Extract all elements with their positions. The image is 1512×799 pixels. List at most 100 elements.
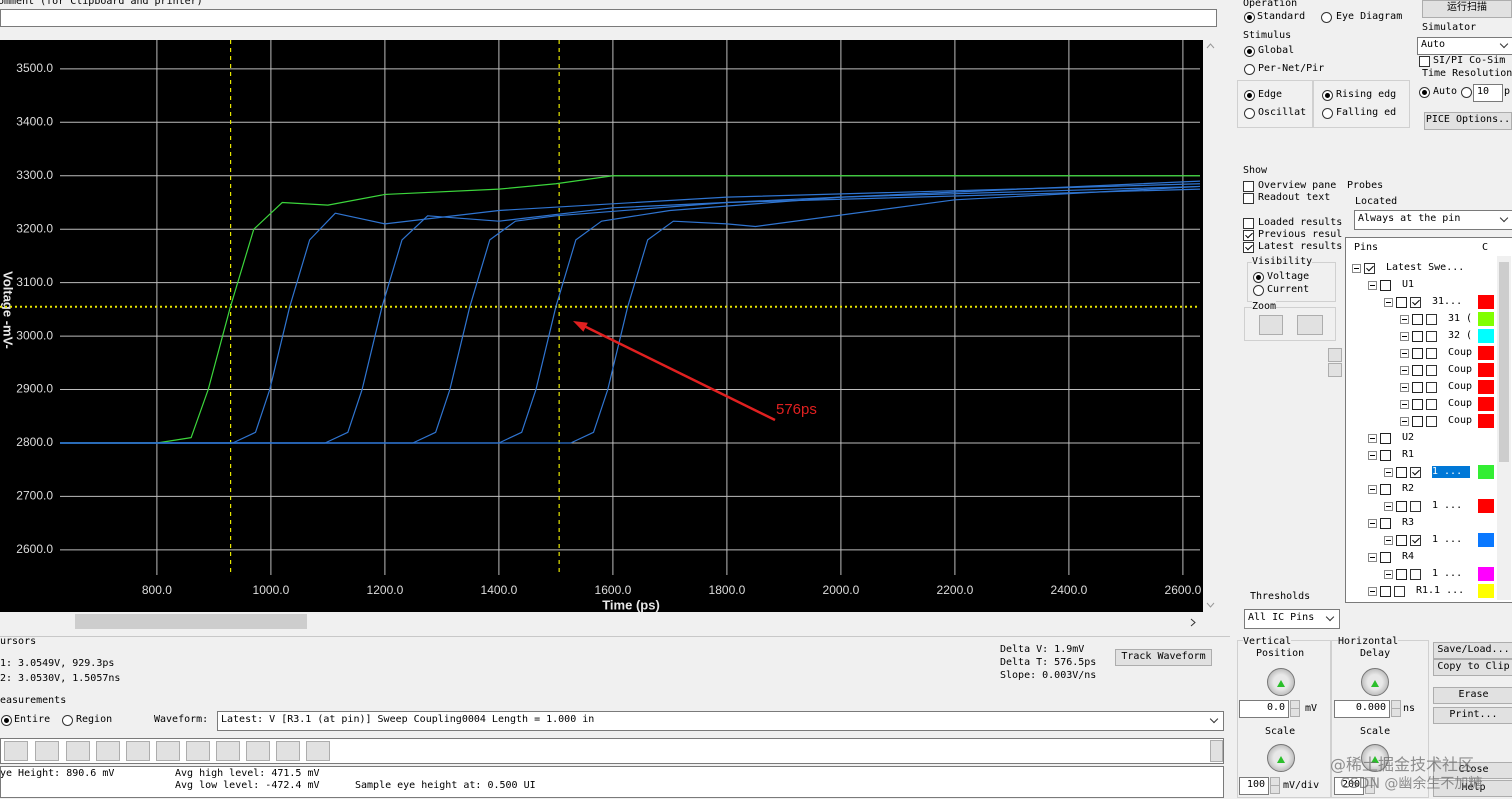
text-input[interactable]: 0.0 <box>1239 700 1289 718</box>
tool-button[interactable] <box>246 741 270 761</box>
dial[interactable] <box>1361 744 1389 772</box>
tree-expander[interactable] <box>1384 502 1393 511</box>
color-swatch[interactable] <box>1478 346 1494 360</box>
radio-button[interactable] <box>1 715 12 726</box>
radio-button[interactable] <box>1244 108 1255 119</box>
checkbox[interactable] <box>1419 56 1430 67</box>
radio-button[interactable] <box>1244 64 1255 75</box>
checkbox[interactable] <box>1426 399 1437 410</box>
radio-button[interactable] <box>1244 46 1255 57</box>
color-swatch[interactable] <box>1478 465 1494 479</box>
checkbox[interactable] <box>1426 348 1437 359</box>
text-input[interactable]: 0.000 <box>1334 700 1390 718</box>
checkbox[interactable] <box>1394 586 1405 597</box>
color-swatch[interactable] <box>1478 533 1494 547</box>
tree-expander[interactable] <box>1368 519 1377 528</box>
color-swatch[interactable] <box>1478 363 1494 377</box>
radio-button[interactable] <box>1461 87 1472 98</box>
tree-expander[interactable] <box>1368 587 1377 596</box>
tool-button[interactable] <box>156 741 180 761</box>
color-swatch[interactable] <box>1478 499 1494 513</box>
button[interactable]: PICE Options.. <box>1424 112 1512 130</box>
tree-expander[interactable] <box>1400 400 1409 409</box>
color-swatch[interactable] <box>1478 312 1494 326</box>
checkbox[interactable] <box>1426 365 1437 376</box>
checkbox[interactable] <box>1426 416 1437 427</box>
tool-button[interactable] <box>66 741 90 761</box>
zoom-fit-button[interactable] <box>1297 315 1323 335</box>
radio-button[interactable] <box>1321 12 1332 23</box>
radio-button[interactable] <box>1322 108 1333 119</box>
checkbox[interactable] <box>1410 297 1421 308</box>
radio-button[interactable] <box>1244 12 1255 23</box>
spinner-down[interactable] <box>1365 785 1375 794</box>
color-swatch[interactable] <box>1478 584 1494 598</box>
tree-expander[interactable] <box>1368 451 1377 460</box>
dropdown[interactable]: All IC Pins <box>1244 609 1340 629</box>
checkbox[interactable] <box>1243 242 1254 253</box>
radio-button[interactable] <box>1253 272 1264 283</box>
radio-button[interactable] <box>1244 90 1255 101</box>
color-swatch[interactable] <box>1478 397 1494 411</box>
tool-button[interactable] <box>186 741 210 761</box>
dial[interactable] <box>1267 744 1295 772</box>
button[interactable]: Erase <box>1433 687 1512 704</box>
color-swatch[interactable] <box>1478 414 1494 428</box>
button[interactable]: Track Waveform <box>1115 649 1212 666</box>
button[interactable]: Help <box>1433 780 1512 797</box>
checkbox[interactable] <box>1243 218 1254 229</box>
checkbox[interactable] <box>1243 193 1254 204</box>
tree-expander[interactable] <box>1400 332 1409 341</box>
text-input[interactable]: 100 <box>1239 777 1269 795</box>
tree-expander[interactable] <box>1400 349 1409 358</box>
text-input[interactable]: 10 <box>1473 84 1503 102</box>
radio-button[interactable] <box>1253 285 1264 296</box>
color-swatch[interactable] <box>1478 380 1494 394</box>
button[interactable]: 运行扫描 <box>1422 0 1512 18</box>
checkbox[interactable] <box>1410 501 1421 512</box>
tree-expander[interactable] <box>1400 417 1409 426</box>
tree-expander[interactable] <box>1400 366 1409 375</box>
checkbox[interactable] <box>1410 569 1421 580</box>
dropdown[interactable]: Auto <box>1417 37 1512 55</box>
checkbox[interactable] <box>1410 535 1421 546</box>
color-swatch[interactable] <box>1478 567 1494 581</box>
button[interactable]: Save/Load... <box>1433 642 1512 659</box>
tool-button[interactable] <box>35 741 59 761</box>
tool-button[interactable] <box>4 741 28 761</box>
radio-button[interactable] <box>1322 90 1333 101</box>
nav-button[interactable] <box>1328 348 1342 362</box>
checkbox[interactable] <box>1364 263 1375 274</box>
tree-expander[interactable] <box>1368 281 1377 290</box>
tree-expander[interactable] <box>1368 553 1377 562</box>
tree-expander[interactable] <box>1400 315 1409 324</box>
checkbox[interactable] <box>1243 230 1254 241</box>
tool-button[interactable] <box>306 741 330 761</box>
spinner-down[interactable] <box>1290 708 1300 717</box>
spinner-down[interactable] <box>1270 785 1280 794</box>
button[interactable]: Close <box>1433 762 1512 779</box>
tool-button[interactable] <box>126 741 150 761</box>
tool-button[interactable] <box>96 741 120 761</box>
color-swatch[interactable] <box>1478 329 1494 343</box>
button[interactable]: Print... <box>1433 707 1512 724</box>
nav-button[interactable] <box>1328 363 1342 377</box>
tool-button[interactable] <box>216 741 240 761</box>
zoom-in-button[interactable] <box>1259 315 1283 335</box>
tree-expander[interactable] <box>1368 434 1377 443</box>
checkbox[interactable] <box>1426 331 1437 342</box>
checkbox[interactable] <box>1426 382 1437 393</box>
checkbox[interactable] <box>1426 314 1437 325</box>
tree-expander[interactable] <box>1384 536 1393 545</box>
checkbox[interactable] <box>1243 181 1254 192</box>
dropdown[interactable]: Latest: V [R3.1 (at pin)] Sweep Coupling… <box>217 711 1224 731</box>
radio-button[interactable] <box>1419 87 1430 98</box>
tool-button[interactable] <box>276 741 300 761</box>
tree-expander[interactable] <box>1384 468 1393 477</box>
dial[interactable] <box>1361 668 1389 696</box>
color-swatch[interactable] <box>1478 295 1494 309</box>
spinner-down[interactable] <box>1391 708 1401 717</box>
radio-button[interactable] <box>62 715 73 726</box>
dropdown[interactable]: Always at the pin <box>1354 210 1512 230</box>
tree-expander[interactable] <box>1384 298 1393 307</box>
